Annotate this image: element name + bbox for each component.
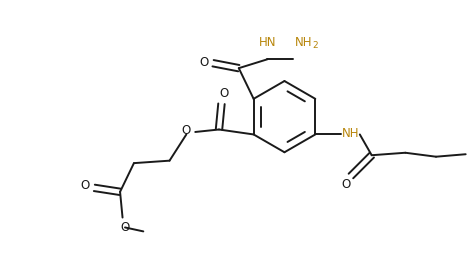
Text: O: O [120, 221, 130, 234]
Text: O: O [219, 87, 228, 100]
Text: NH: NH [295, 36, 312, 49]
Text: NH: NH [342, 127, 360, 140]
Text: O: O [182, 125, 191, 138]
Text: O: O [341, 178, 351, 191]
Text: HN: HN [259, 36, 277, 49]
Text: O: O [200, 56, 209, 69]
Text: 2: 2 [313, 41, 318, 50]
Text: O: O [81, 179, 90, 192]
